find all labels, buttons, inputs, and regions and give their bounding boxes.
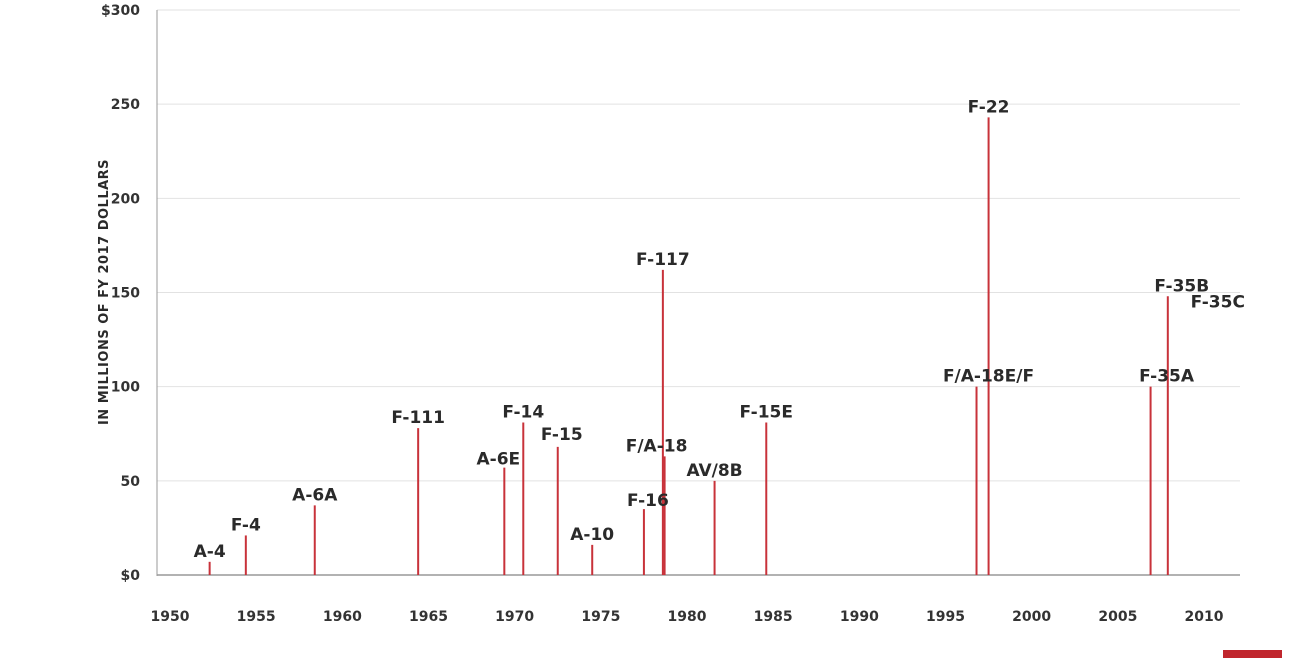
point-label: A-6E [476, 450, 520, 470]
x-tick-label: 2010 [1185, 609, 1224, 625]
x-tick-label: 1980 [668, 609, 707, 625]
point-label: A-10 [570, 525, 614, 545]
point-label: F-111 [391, 408, 445, 428]
x-tick-label: 1995 [926, 609, 965, 625]
point-label: F-16 [627, 491, 669, 511]
x-tick-label: 1975 [581, 609, 620, 625]
point-label: AV/8B [686, 461, 742, 481]
y-tick-labels: $0 50 100 150 200 250 $300 [101, 3, 140, 584]
y-tick-label: 250 [111, 97, 140, 113]
point-label: F-22 [968, 97, 1010, 117]
x-tick-label: 2005 [1098, 609, 1137, 625]
x-tick-label: 1970 [495, 609, 534, 625]
point-label: F-35C [1191, 293, 1245, 313]
decorative-red-block [1223, 650, 1282, 658]
point-label: F-35B [1154, 276, 1209, 296]
point-label: F-15E [740, 402, 793, 422]
y-tick-label: 50 [121, 474, 141, 490]
stems [208, 117, 1169, 575]
x-tick-label: 1990 [840, 609, 879, 625]
point-label: F-14 [502, 402, 544, 422]
point-labels: A-4F-4 A-6A F-111 A-6E F-14 F-15 A-10 F-16 F-117… [194, 97, 1245, 561]
x-tick-label: 1960 [323, 609, 362, 625]
x-tick-label: 1965 [409, 609, 448, 625]
y-tick-label: 150 [111, 286, 140, 302]
y-axis-label: IN MILLIONS OF FY 2017 DOLLARS [97, 159, 112, 425]
point-label: F-117 [636, 250, 690, 270]
point-label: F/A-18 [626, 436, 688, 456]
point-label: A-4 [194, 542, 226, 562]
x-tick-label: 1955 [237, 609, 276, 625]
x-tick-label: 2000 [1012, 609, 1051, 625]
gridlines [157, 9, 1240, 576]
x-tick-label: 1985 [754, 609, 793, 625]
point-label: F-35A [1139, 367, 1195, 387]
point-label: F/A-18E/F [943, 367, 1034, 387]
y-tick-label: $0 [121, 568, 141, 584]
point-label: A-6A [292, 485, 338, 505]
x-tick-label: 1950 [151, 609, 190, 625]
x-tick-labels: 1950 1955 1960 1965 1970 1975 1980 1985 1990 1995… [151, 609, 1224, 625]
point-label: F-4 [231, 515, 261, 535]
y-tick-label: $300 [101, 3, 140, 19]
y-tick-label: 100 [111, 380, 140, 396]
y-tick-label: 200 [111, 191, 140, 207]
point-label: F-15 [541, 425, 583, 445]
